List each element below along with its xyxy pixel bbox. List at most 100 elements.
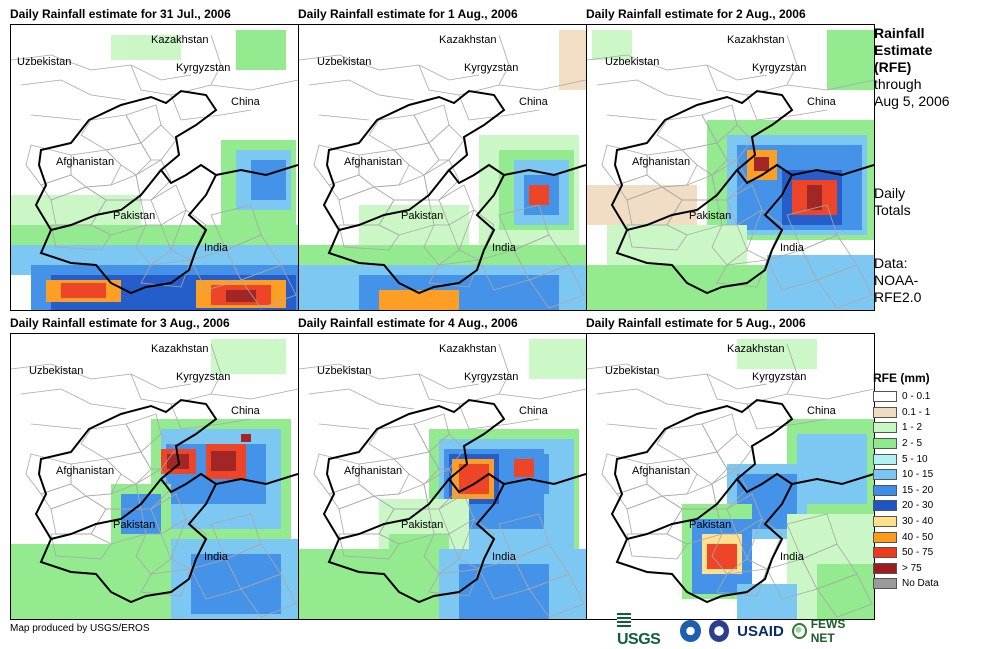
label-china: China <box>231 96 261 108</box>
panel-title: Daily Rainfall estimate for 3 Aug., 2006 <box>10 316 230 330</box>
logo-strip: USGS USAID FEWS NET <box>617 613 867 648</box>
totals-line: Totals <box>874 202 911 218</box>
label-pakistan: Pakistan <box>113 210 155 222</box>
label-kazakhstan: Kazakhstan <box>439 34 496 46</box>
map-panel-1: Daily Rainfall estimate for 31 Jul., 200… <box>10 7 299 312</box>
legend-swatch <box>873 406 897 418</box>
label-kazakhstan: Kazakhstan <box>727 343 784 355</box>
legend-label: 0.1 - 1 <box>902 406 931 418</box>
heading-line: (RFE) <box>874 59 912 75</box>
label-uzbekistan: Uzbekistan <box>29 365 83 377</box>
label-pakistan: Pakistan <box>689 210 731 222</box>
rainfall-map: Kazakhstan Uzbekistan Kyrgyzstan China A… <box>586 24 875 311</box>
panel-title: Daily Rainfall estimate for 4 Aug., 2006 <box>298 316 518 330</box>
sidebar-totals: Daily Totals <box>874 185 911 219</box>
legend-item: 30 - 40 <box>873 514 973 530</box>
label-uzbekistan: Uzbekistan <box>317 365 371 377</box>
heading-line: Estimate <box>874 42 933 58</box>
fews-net-logo-text: FEWS NET <box>810 617 846 645</box>
legend-item: No Data <box>873 576 973 592</box>
through-line: through <box>874 76 922 92</box>
label-afghanistan: Afghanistan <box>632 156 690 168</box>
label-china: China <box>807 96 837 108</box>
fews-net-logo: FEWS NET <box>791 617 867 645</box>
label-uzbekistan: Uzbekistan <box>17 56 71 68</box>
rainfall-map: Kazakhstan Uzbekistan Kyrgyzstan China A… <box>10 333 299 620</box>
legend-label: No Data <box>902 578 939 590</box>
label-kyrgyzstan: Kyrgyzstan <box>752 371 806 383</box>
legend-label: 30 - 40 <box>902 516 934 528</box>
label-kazakhstan: Kazakhstan <box>439 343 496 355</box>
label-uzbekistan: Uzbekistan <box>605 56 659 68</box>
panel-title: Daily Rainfall estimate for 31 Jul., 200… <box>10 7 231 21</box>
heading-line: Rainfall <box>874 25 925 41</box>
legend-item: 2 - 5 <box>873 436 973 452</box>
legend-label: 5 - 10 <box>902 453 928 465</box>
label-pakistan: Pakistan <box>689 519 731 531</box>
map-panel-3: Daily Rainfall estimate for 2 Aug., 2006 <box>586 7 875 312</box>
doi-seal-icon <box>708 620 730 642</box>
legend-title: RFE (mm) <box>873 371 930 385</box>
legend-swatch <box>873 578 897 590</box>
rainfall-map: Kazakhstan Uzbekistan Kyrgyzstan China A… <box>10 24 299 311</box>
legend-swatch <box>873 438 897 450</box>
label-pakistan: Pakistan <box>401 519 443 531</box>
label-kazakhstan: Kazakhstan <box>727 34 784 46</box>
legend-item: 5 - 10 <box>873 451 973 467</box>
map-panel-5: Daily Rainfall estimate for 4 Aug., 2006 <box>298 316 587 621</box>
usgs-mark-icon <box>617 613 631 627</box>
legend-label: 1 - 2 <box>902 422 923 434</box>
usaid-logo: USAID <box>737 622 784 640</box>
panel-title: Daily Rainfall estimate for 2 Aug., 2006 <box>586 7 806 21</box>
legend-swatch <box>873 562 897 574</box>
legend-swatch <box>873 516 897 528</box>
label-afghanistan: Afghanistan <box>632 465 690 477</box>
map-panel-4: Daily Rainfall estimate for 3 Aug., 2006 <box>10 316 299 621</box>
label-uzbekistan: Uzbekistan <box>605 365 659 377</box>
legend-swatch <box>873 391 897 403</box>
legend-swatch <box>873 531 897 543</box>
rainfall-map: Kazakhstan Uzbekistan Kyrgyzstan China A… <box>586 333 875 620</box>
legend-item: 10 - 15 <box>873 467 973 483</box>
data-line: NOAA- <box>874 272 919 288</box>
data-line: RFE2.0 <box>874 289 922 305</box>
map-panel-6: Daily Rainfall estimate for 5 Aug., 2006… <box>586 316 875 621</box>
legend-label: > 75 <box>902 562 922 574</box>
legend-swatch <box>873 500 897 512</box>
label-china: China <box>231 405 261 417</box>
through-date: Aug 5, 2006 <box>874 93 950 109</box>
label-pakistan: Pakistan <box>113 519 155 531</box>
legend-item: 40 - 50 <box>873 529 973 545</box>
rainfall-map: Kazakhstan Uzbekistan Kyrgyzstan China A… <box>298 333 587 620</box>
label-afghanistan: Afghanistan <box>56 156 114 168</box>
map-panel-2: Daily Rainfall estimate for 1 Aug., 2006… <box>298 7 587 312</box>
legend-swatch <box>873 547 897 559</box>
usgs-logo: USGS <box>617 613 670 649</box>
label-pakistan: Pakistan <box>401 210 443 222</box>
label-kyrgyzstan: Kyrgyzstan <box>464 62 518 74</box>
usgs-logo-text: USGS <box>617 631 661 648</box>
legend-label: 50 - 75 <box>902 547 934 559</box>
legend-item: 1 - 2 <box>873 420 973 436</box>
noaa-seal-icon <box>680 620 701 642</box>
label-india: India <box>492 242 517 254</box>
legend-swatch <box>873 453 897 465</box>
label-kyrgyzstan: Kyrgyzstan <box>752 62 806 74</box>
label-china: China <box>519 405 549 417</box>
legend-item: 0 - 0.1 <box>873 389 973 405</box>
legend-swatch <box>873 484 897 496</box>
legend-label: 40 - 50 <box>902 531 934 543</box>
sidebar-data-source: Data: NOAA- RFE2.0 <box>874 255 921 306</box>
panel-title: Daily Rainfall estimate for 1 Aug., 2006 <box>298 7 518 21</box>
legend-label: 15 - 20 <box>902 484 934 496</box>
label-kyrgyzstan: Kyrgyzstan <box>176 371 230 383</box>
label-india: India <box>204 242 229 254</box>
legend-label: 10 - 15 <box>902 469 934 481</box>
globe-icon <box>791 623 807 639</box>
label-uzbekistan: Uzbekistan <box>317 56 371 68</box>
legend-item: 20 - 30 <box>873 498 973 514</box>
panel-title: Daily Rainfall estimate for 5 Aug., 2006 <box>586 316 806 330</box>
legend-label: 20 - 30 <box>902 500 934 512</box>
label-india: India <box>780 551 805 563</box>
label-india: India <box>780 242 805 254</box>
